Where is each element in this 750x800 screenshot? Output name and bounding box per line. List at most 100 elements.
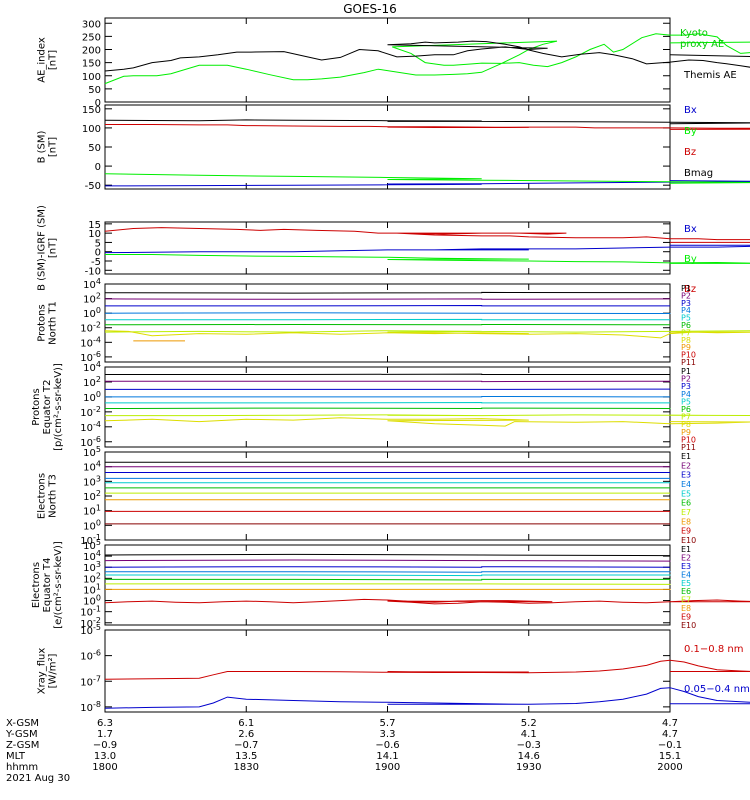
ephemeris-value: 6.1 — [238, 718, 254, 729]
y-tick-label: 0 — [95, 98, 101, 109]
series-line-e7 — [105, 583, 671, 585]
legend-e5: E5 — [681, 579, 691, 588]
y-axis-label: AE_index — [37, 37, 48, 83]
legend-p9: P9 — [681, 428, 691, 437]
y-axis-label: Equator T2 — [42, 380, 53, 435]
y-tick-label: 102 — [83, 292, 101, 306]
legend-e8: E8 — [681, 604, 691, 613]
panel-xray: 10-5 10-6 10-7 10-8 Xray_flux [W/m²] 0.1−0.8 n… — [37, 623, 750, 714]
legend-bmag: Bmag — [684, 168, 713, 179]
series-line-e3 — [104, 566, 671, 568]
series-line-bz — [105, 124, 750, 130]
y-tick-label: 0 — [95, 162, 101, 173]
legend-bx: Bx — [684, 224, 697, 235]
legend-p3: P3 — [681, 299, 691, 308]
series-line-p7 — [104, 330, 750, 333]
y-tick-label: 10-6 — [80, 435, 101, 449]
legend-p4: P4 — [681, 390, 691, 399]
legend-p7: P7 — [681, 328, 691, 337]
y-axis-label: Protons — [37, 304, 48, 341]
ephemeris-value: 1930 — [516, 762, 541, 773]
panel-frame — [104, 283, 671, 363]
y-tick-label: 10-2 — [80, 616, 101, 630]
legend-e3: E3 — [681, 562, 691, 571]
series-line-p1 — [104, 291, 671, 294]
legend-e10: E10 — [681, 536, 696, 545]
legend-themis-ae: Themis AE — [683, 70, 737, 81]
legend-e9: E9 — [681, 527, 691, 536]
legend-e10: E10 — [681, 621, 696, 630]
y-axis-label: Equator T4 — [42, 558, 53, 613]
y-tick-label: 100 — [83, 518, 101, 532]
legend-p2: P2 — [681, 375, 691, 384]
series-line-bmag — [104, 119, 750, 125]
panel-frame — [104, 221, 671, 275]
ephemeris-value: −0.7 — [234, 740, 258, 751]
y-tick-label: 100 — [83, 594, 101, 608]
y-axis-label: [nT] — [48, 137, 59, 157]
legend-bz: Bz — [684, 147, 696, 158]
panel-frame — [104, 366, 671, 448]
ephemeris-value: 2.6 — [238, 729, 254, 740]
legend-p5: P5 — [681, 314, 691, 323]
legend-p2: P2 — [681, 291, 691, 300]
legend-e5: E5 — [681, 489, 691, 498]
ephemeris-value: 4.7 — [662, 718, 678, 729]
figure-title: GOES-16 — [343, 2, 397, 16]
ephemeris-value: 14.6 — [518, 751, 540, 762]
series-line-themis-ae — [104, 40, 750, 72]
y-tick-label: 104 — [83, 549, 101, 563]
series-line-e8 — [105, 588, 671, 590]
ephemeris-value: 1.7 — [97, 729, 113, 740]
y-tick-label: 100 — [82, 124, 101, 135]
y-axis-label: [e/(cm²-s-sr-keV)] — [53, 541, 64, 629]
ephemeris-row-label: hhmm — [6, 762, 38, 773]
series-line-e1 — [104, 553, 671, 557]
y-tick-label: 104 — [83, 360, 101, 374]
panel-bsm: 150 100 50 0 -50 B (SM) [nT] Bx By Bz Bmag — [37, 104, 750, 192]
series-line-by — [104, 173, 750, 184]
ephemeris-value: −0.6 — [375, 740, 399, 751]
ephemeris-value: 3.3 — [380, 729, 396, 740]
y-tick-label: 10-8 — [80, 700, 101, 714]
panel-frame — [104, 544, 671, 626]
ephemeris-value: 1830 — [234, 762, 259, 773]
y-tick-label: 10-4 — [80, 420, 101, 434]
series-line-p8 — [104, 330, 750, 339]
series-line-0-05-0-4-nm — [104, 687, 750, 709]
y-tick-label: -5 — [91, 257, 101, 268]
y-axis-label: [nT] — [48, 238, 59, 258]
ephemeris-value: −0.9 — [93, 740, 117, 751]
ephemeris-value: 4.1 — [521, 729, 537, 740]
legend-e6: E6 — [681, 587, 691, 596]
y-tick-label: 100 — [83, 390, 101, 404]
y-tick-label: 10-2 — [80, 321, 101, 335]
legend-p3: P3 — [681, 382, 691, 391]
x-axis-ephemeris: X-GSM 6.3 6.1 5.7 5.2 4.7 Y-GSM 1.7 2.6 3.3 4.1 4.7… — [5, 718, 683, 784]
legend-e2: E2 — [681, 553, 691, 562]
y-tick-label: 250 — [82, 32, 101, 43]
legend-kyoto: Kyoto — [680, 28, 708, 39]
y-tick-label: 150 — [82, 105, 101, 116]
legend-e7: E7 — [681, 508, 691, 517]
legend-e8: E8 — [681, 517, 691, 526]
legend-p6: P6 — [681, 405, 691, 414]
ephemeris-value: 6.3 — [97, 718, 113, 729]
legend-proxy-ae: proxy AE — [680, 39, 724, 50]
series-line-e6 — [105, 578, 671, 581]
series-group — [104, 659, 750, 709]
ephemeris-value: 14.1 — [376, 751, 398, 762]
y-tick-label: 102 — [83, 571, 101, 585]
legend-e3: E3 — [681, 471, 691, 480]
series-line-p8 — [104, 417, 750, 427]
y-tick-label: 105 — [83, 538, 101, 552]
y-tick-label: 102 — [83, 375, 101, 389]
legend-p1: P1 — [681, 367, 691, 376]
legend-xray-short: 0.05−0.4 nm — [684, 684, 750, 695]
series-line-bz — [104, 227, 750, 243]
y-tick-label: 10-6 — [80, 350, 101, 364]
